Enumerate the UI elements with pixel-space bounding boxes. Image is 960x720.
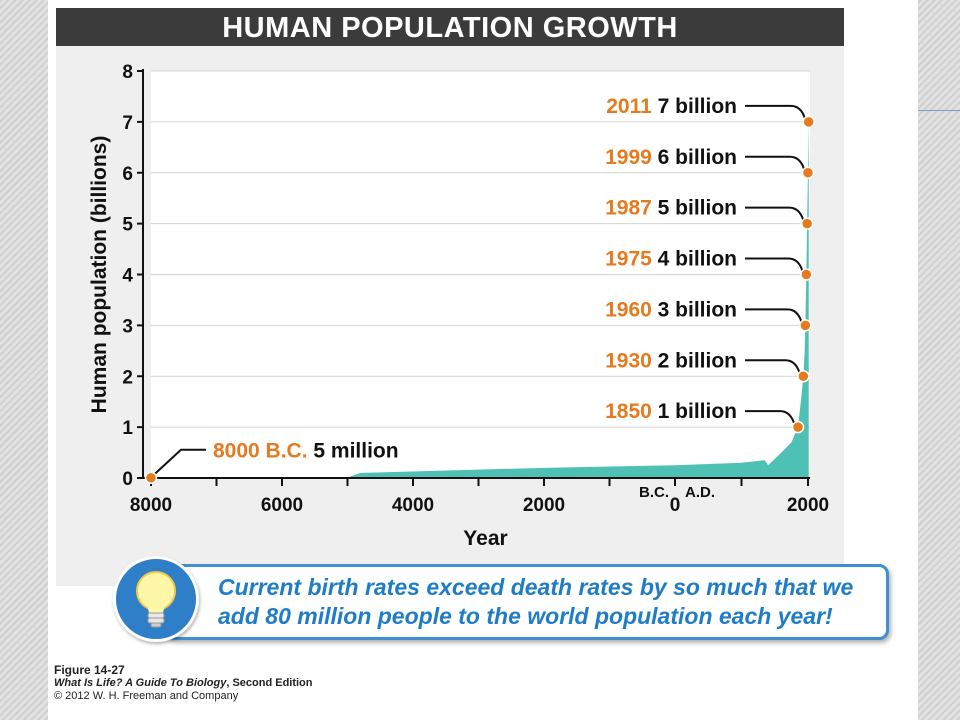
annotation-leader [154, 448, 206, 475]
annotation: 8000 B.C. 5 million [144, 440, 399, 484]
callout-text: Current birth rates exceed death rates b… [218, 574, 854, 629]
annotation-text: 8000 B.C. 5 million [213, 440, 399, 463]
x-tick-label: 2000 [523, 495, 565, 516]
lightbulb-icon [136, 571, 176, 628]
annotation-value: 6 billion [658, 146, 737, 169]
annotation-leader [745, 359, 801, 373]
annotation-leader [745, 206, 805, 220]
x-tick-label: 6000 [261, 495, 303, 516]
annotation-leader [745, 308, 803, 322]
x-axis-title: Year [463, 527, 507, 550]
data-marker [800, 268, 813, 281]
annotation-value: 7 billion [658, 95, 737, 118]
caption-edition: , Second Edition [226, 677, 313, 689]
annotation-year: 1850 [605, 400, 658, 423]
annotation-leader [745, 410, 795, 424]
annotation-year: 1999 [605, 146, 658, 169]
y-tick-label: 1 [122, 418, 133, 439]
annotation-leader [745, 104, 806, 119]
annotation-text: 1850 1 billion [605, 400, 737, 423]
annotation: 1960 3 billion [605, 298, 812, 332]
annotation: 1987 5 billion [605, 197, 814, 230]
x-tick-label: 0 [670, 495, 681, 516]
bulb-badge [113, 556, 199, 642]
chart-panel: 0 1 2 3 4 5 6 7 8 8000 6000 4000 2000 0 2000 B.C. A.D. Ye… [56, 46, 844, 586]
annotation-year: 8000 B.C. [213, 440, 313, 463]
annotation-value: 4 billion [658, 248, 737, 271]
annotation-text: 1930 2 billion [605, 349, 737, 372]
x-tick-label: 2000 [787, 495, 829, 516]
annotation-value: 2 billion [658, 349, 737, 372]
figure-caption: Figure 14-27 What Is Life? A Guide To Bi… [54, 664, 654, 703]
y-tick-label: 4 [122, 266, 133, 287]
annotation-value: 3 billion [658, 298, 737, 321]
y-tick-label: 8 [122, 62, 133, 83]
y-tick-label: 5 [122, 215, 133, 236]
annotation-text: 1960 3 billion [605, 298, 737, 321]
data-marker [800, 217, 814, 230]
annotation-text: 1987 5 billion [605, 197, 737, 220]
caption-copyright: © 2012 W. H. Freeman and Company [54, 690, 239, 702]
y-tick-label: 0 [122, 469, 133, 490]
annotation: 1975 4 billion [605, 248, 813, 281]
era-label-bc: B.C. [639, 484, 669, 501]
annotation-text: 1975 4 billion [605, 248, 737, 271]
annotation-year: 2011 [606, 95, 657, 118]
annotation: 1930 2 billion [605, 349, 810, 383]
data-marker [801, 166, 815, 179]
annotation-year: 1930 [605, 349, 658, 372]
slide: HUMAN POPULATION GROWTH 0 1 2 3 4 5 6 7 8 8000 600… [48, 0, 918, 720]
data-marker [144, 471, 158, 484]
title-bar: HUMAN POPULATION GROWTH [56, 8, 844, 46]
annotation-leader [745, 155, 805, 170]
y-tick-label: 7 [122, 113, 133, 134]
x-tick-label: 8000 [130, 495, 172, 516]
y-tick-label: 3 [122, 316, 133, 337]
caption-book-line: What Is Life? A Guide To Biology, Second… [54, 677, 654, 690]
data-marker [799, 319, 812, 332]
annotation-text: 1999 6 billion [605, 146, 737, 169]
annotation-value: 5 million [313, 440, 398, 463]
callout: Current birth rates exceed death rates b… [113, 556, 893, 642]
annotation-text: 2011 7 billion [606, 95, 737, 118]
annotation-year: 1975 [605, 248, 658, 271]
annotation: 2011 7 billion [606, 95, 815, 129]
population-chart: 0 1 2 3 4 5 6 7 8 8000 6000 4000 2000 0 2000 B.C. A.D. Ye… [88, 62, 829, 550]
y-axis-title: Human population (billions) [88, 136, 111, 414]
decorative-line [918, 110, 960, 111]
chart-title: HUMAN POPULATION GROWTH [222, 12, 678, 44]
annotation-year: 1987 [605, 197, 658, 220]
era-label-ad: A.D. [685, 484, 715, 501]
annotation-leader [745, 257, 804, 271]
annotation-value: 1 billion [658, 400, 737, 423]
caption-figure: Figure 14-27 [54, 663, 125, 677]
data-marker [791, 420, 805, 434]
annotation-year: 1960 [605, 298, 658, 321]
annotation: 1850 1 billion [605, 400, 805, 434]
annotation-value: 5 billion [658, 197, 737, 220]
caption-book: What Is Life? A Guide To Biology [54, 677, 227, 689]
callout-box: Current birth rates exceed death rates b… [165, 564, 889, 640]
data-marker [802, 115, 815, 129]
data-marker [797, 370, 810, 383]
annotation: 1999 6 billion [605, 146, 815, 179]
y-tick-label: 2 [122, 367, 133, 388]
x-tick-label: 4000 [392, 495, 434, 516]
y-tick-label: 6 [122, 164, 133, 185]
